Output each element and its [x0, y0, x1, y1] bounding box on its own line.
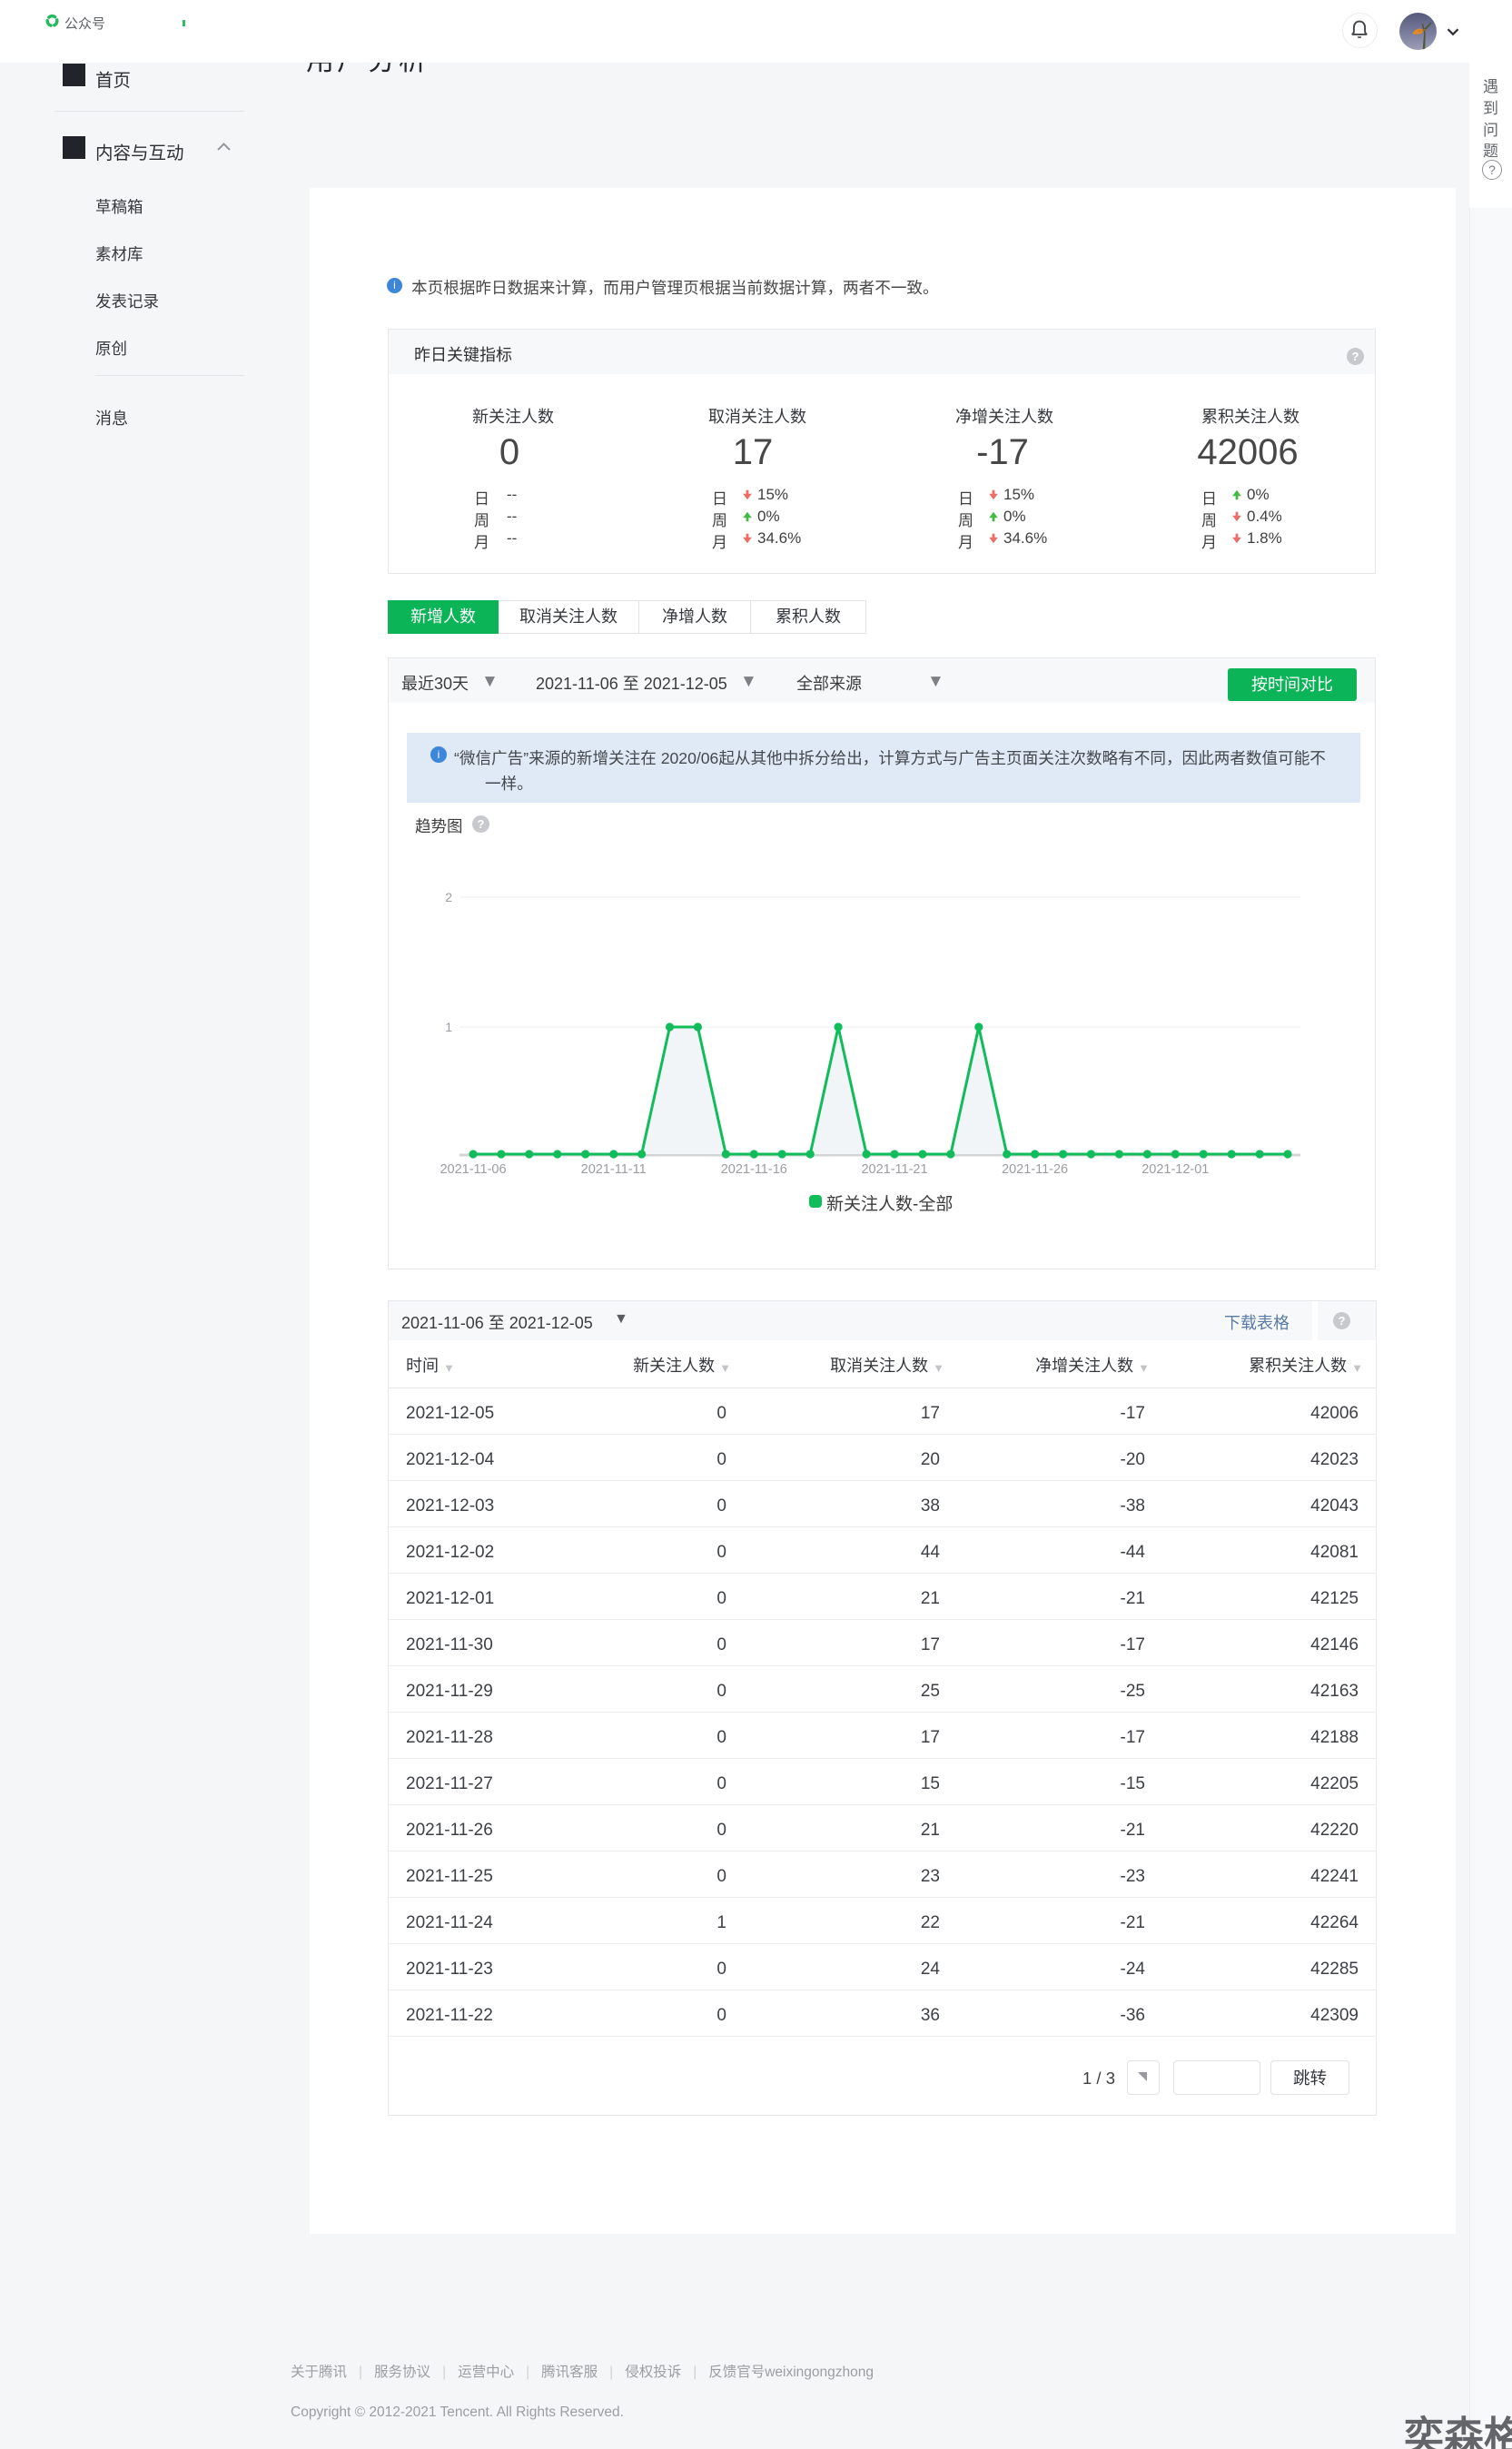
svg-text:1: 1	[445, 1020, 452, 1034]
svg-text:2021-11-21: 2021-11-21	[861, 1162, 927, 1177]
svg-text:2021-11-16: 2021-11-16	[721, 1162, 787, 1177]
svg-text:2021-11-06: 2021-11-06	[440, 1162, 506, 1177]
svg-text:2: 2	[445, 890, 452, 904]
svg-text:2021-12-01: 2021-12-01	[1141, 1162, 1209, 1177]
svg-text:2021-11-11: 2021-11-11	[581, 1162, 647, 1177]
svg-text:2021-11-26: 2021-11-26	[1002, 1162, 1068, 1177]
